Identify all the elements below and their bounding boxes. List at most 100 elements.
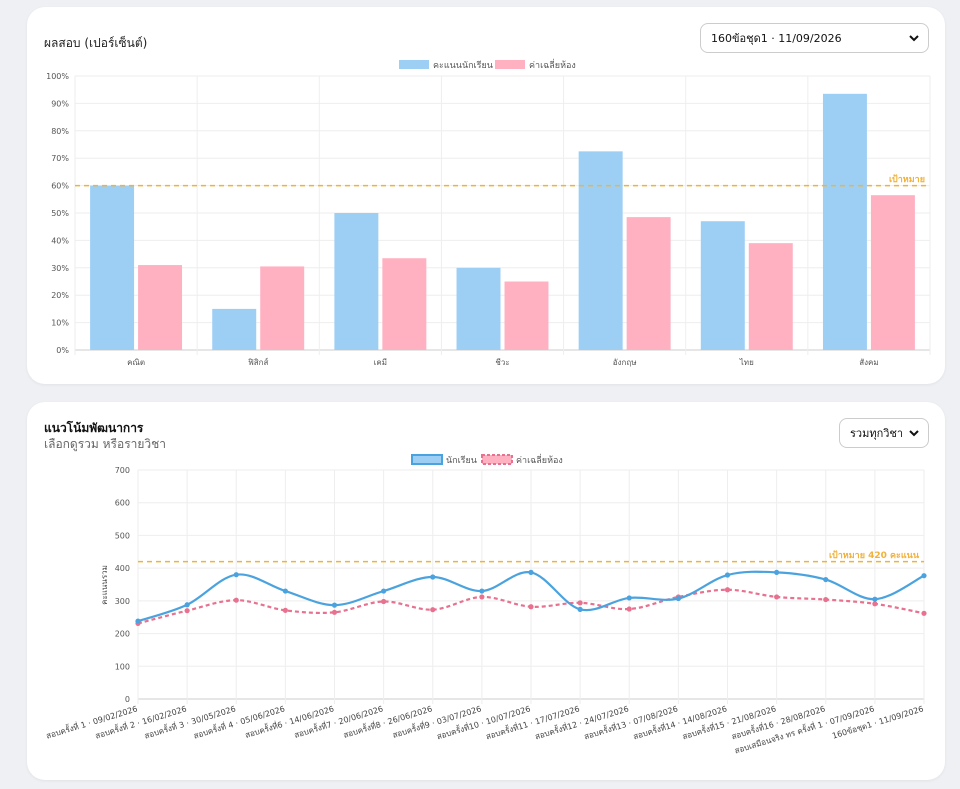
point-student	[479, 588, 485, 594]
point-class	[528, 604, 534, 610]
point-class	[184, 608, 190, 614]
line-target: เป้าหมาย 420 คะแนน	[138, 550, 924, 563]
bar-student	[90, 185, 135, 350]
point-student	[675, 595, 681, 602]
point-student	[528, 569, 534, 575]
point-class	[479, 594, 485, 600]
bar-class	[748, 243, 793, 350]
exam-select[interactable]: 160ข้อชุด1 · 11/09/2026	[700, 23, 929, 53]
chevron-down-icon	[909, 430, 919, 437]
point-class	[724, 587, 731, 593]
point-class	[381, 598, 387, 605]
bar-y-tick-label: 30%	[51, 264, 69, 273]
bar-student	[334, 213, 379, 350]
legend-swatch-student	[399, 60, 429, 69]
point-class	[331, 609, 338, 615]
point-student	[774, 569, 780, 575]
bar-student	[578, 151, 623, 350]
line-marks	[135, 569, 927, 627]
point-class	[872, 601, 878, 607]
bar-y-tick-label: 0%	[56, 346, 69, 355]
line-x-tick-label: 160ข้อชุด1 · 11/09/2026	[831, 704, 924, 740]
bar-y-tick-label: 70%	[51, 154, 69, 163]
bar-y-tick-label: 60%	[51, 182, 69, 191]
legend-label-student-line: นักเรียน	[446, 455, 477, 466]
bar-class	[382, 258, 427, 350]
legend-label-student: คะแนนนักเรียน	[433, 60, 493, 71]
bar-class	[870, 195, 915, 350]
point-class	[430, 607, 436, 613]
point-student	[921, 573, 927, 579]
point-student	[724, 572, 731, 578]
line-y-axis-label: คะแนนรวม	[100, 565, 109, 605]
bar-class	[626, 217, 671, 350]
point-class	[921, 610, 927, 616]
chevron-down-icon	[909, 35, 919, 42]
bar-y-tick-label: 40%	[51, 236, 69, 245]
line-grid: 0 100 200 300 400 500 600 700 สอบครั้งที่ 1 · 09…	[45, 466, 925, 756]
line-target-label: เป้าหมาย 420 คะแนน	[829, 550, 920, 561]
point-student	[577, 606, 583, 612]
bar-y-tick-label: 100%	[46, 72, 69, 81]
legend-label-class: ค่าเฉลี่ยห้อง	[529, 58, 576, 71]
legend-swatch-class-line	[481, 454, 513, 465]
bar-x-tick-label: สังคม	[859, 358, 878, 367]
point-student	[233, 572, 239, 578]
point-student	[331, 602, 338, 608]
score-card-title: ผลสอบ (เปอร์เซ็นต์)	[44, 36, 148, 50]
line-y-tick-label: 400	[115, 564, 130, 573]
bar-legend: คะแนนนักเรียน ค่าเฉลี่ยห้อง	[399, 58, 576, 71]
bar-student	[212, 308, 257, 350]
bar-student	[822, 93, 867, 350]
legend-label-class-line: ค่าเฉลี่ยห้อง	[516, 453, 563, 466]
line-y-tick-label: 600	[115, 499, 130, 508]
bar-x-tick-label: เคมี	[374, 358, 387, 367]
bar-x-tick-label: คณิต	[127, 358, 145, 367]
point-student	[823, 576, 829, 583]
bar-target: เป้าหมาย	[75, 174, 930, 187]
point-student	[381, 588, 387, 594]
bar-y-tick-label: 80%	[51, 127, 69, 136]
point-class	[626, 606, 632, 612]
point-class	[774, 594, 780, 600]
point-student	[282, 588, 288, 594]
line-x-tick-label: สอบครั้งที่ 1 · 09/02/2026	[45, 702, 139, 740]
bar-x-tick-label: อังกฤษ	[613, 358, 637, 367]
bar-y-tick-label: 20%	[51, 291, 69, 300]
line-y-tick-label: 200	[115, 630, 130, 639]
point-student	[872, 596, 878, 602]
legend-swatch-class	[495, 60, 525, 69]
point-class	[233, 597, 239, 603]
bar-target-label: เป้าหมาย	[889, 174, 925, 185]
point-student	[184, 602, 190, 608]
line-y-tick-label: 100	[115, 662, 130, 671]
line-y-tick-label: 500	[115, 531, 130, 540]
point-student	[135, 618, 141, 624]
bar-marks	[90, 93, 915, 350]
bar-student	[456, 267, 501, 350]
bar-class	[504, 281, 549, 350]
bar-x-tick-label: ชีวะ	[495, 358, 509, 367]
subject-select-value: รวมทุกวิชา	[850, 427, 904, 440]
trend-card-subtitle: เลือกดูรวม หรือรายวิชา	[44, 437, 167, 451]
bar-y-tick-label: 50%	[51, 209, 69, 218]
bar-student	[700, 221, 745, 350]
exam-select-value: 160ข้อชุด1 · 11/09/2026	[711, 32, 842, 45]
bar-y-tick-label: 90%	[51, 99, 69, 108]
point-class	[823, 596, 829, 603]
line-y-tick-label: 300	[115, 597, 130, 606]
bar-x-tick-label: ไทย	[739, 358, 754, 367]
point-student	[626, 595, 632, 601]
line-y-tick-label: 0	[125, 695, 130, 704]
point-student	[430, 574, 436, 580]
point-class	[577, 600, 583, 606]
bar-y-tick-label: 10%	[51, 319, 69, 328]
legend-swatch-student-line	[411, 454, 443, 465]
bar-class	[138, 265, 183, 350]
line-legend: นักเรียน ค่าเฉลี่ยห้อง	[411, 453, 563, 466]
bar-class	[260, 266, 305, 350]
subject-select[interactable]: รวมทุกวิชา	[839, 418, 929, 448]
line-y-tick-label: 700	[115, 466, 130, 475]
point-class	[282, 607, 288, 613]
